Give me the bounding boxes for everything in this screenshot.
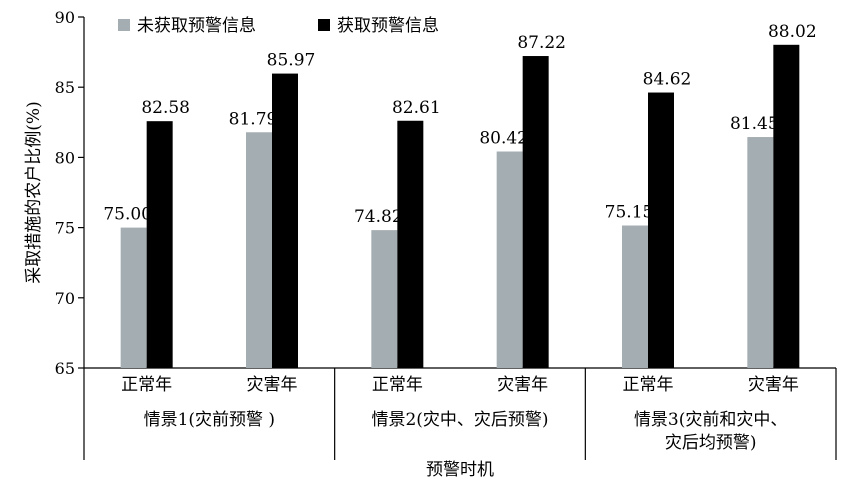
data-label: 84.62 <box>643 70 692 90</box>
y-axis-title: 采取措施的农户比例(%) <box>24 101 44 283</box>
chart-bars <box>120 44 800 369</box>
legend-label: 未获取预警信息 <box>137 16 256 36</box>
bar-no-warning <box>246 132 272 368</box>
data-label: 82.58 <box>141 98 190 118</box>
x-category-label: 灾害年 <box>497 375 548 395</box>
bar-no-warning <box>747 137 774 368</box>
data-label: 88.02 <box>768 22 817 42</box>
chart-legend: 未获取预警信息 获取预警信息 <box>118 16 439 36</box>
x-category-label: 灾害年 <box>748 375 799 395</box>
bar-with-warning <box>522 56 549 369</box>
bar-with-warning <box>773 44 800 369</box>
bar-no-warning <box>496 151 523 368</box>
data-label: 75.00 <box>103 205 152 225</box>
bar-with-warning <box>648 92 674 368</box>
x-group-label: 情景2(灾中、灾后预警) <box>371 410 548 430</box>
legend-swatch <box>318 19 330 31</box>
bar-with-warning <box>146 121 173 368</box>
data-label: 81.79 <box>229 109 278 129</box>
legend-swatch <box>118 19 130 31</box>
data-label: 85.97 <box>267 51 316 71</box>
bar-no-warning <box>371 230 398 368</box>
x-axis-title: 预警时机 <box>426 460 494 480</box>
data-label: 82.61 <box>392 98 441 118</box>
data-label: 80.42 <box>479 129 528 149</box>
bar-with-warning <box>272 73 298 368</box>
x-group-label: 灾后均预警) <box>665 433 757 453</box>
bar-no-warning <box>622 225 648 368</box>
y-tick-label: 70 <box>55 289 75 308</box>
y-tick-label: 80 <box>55 148 75 167</box>
y-tick-label: 65 <box>55 359 75 378</box>
x-group-label: 情景3(灾前和灾中、 <box>634 410 787 430</box>
y-tick-label: 85 <box>55 78 75 97</box>
legend-label: 获取预警信息 <box>337 16 439 36</box>
x-category-label: 正常年 <box>623 375 674 395</box>
data-label: 87.22 <box>517 33 566 53</box>
x-category-label: 灾害年 <box>247 375 298 395</box>
y-tick-label: 90 <box>55 8 75 27</box>
bar-with-warning <box>397 120 424 368</box>
x-category-label: 正常年 <box>121 375 172 395</box>
x-category-label: 正常年 <box>372 375 423 395</box>
data-label: 74.82 <box>354 207 403 227</box>
x-group-label: 情景1(灾前预警 ) <box>144 410 275 430</box>
chart-data-labels: 75.00 81.79 74.82 80.42 75.15 81.45 82.58 85.97… <box>103 22 816 227</box>
data-label: 81.45 <box>730 114 779 134</box>
y-tick-label: 75 <box>55 219 75 238</box>
bar-no-warning <box>120 227 147 368</box>
data-label: 75.15 <box>605 202 654 222</box>
